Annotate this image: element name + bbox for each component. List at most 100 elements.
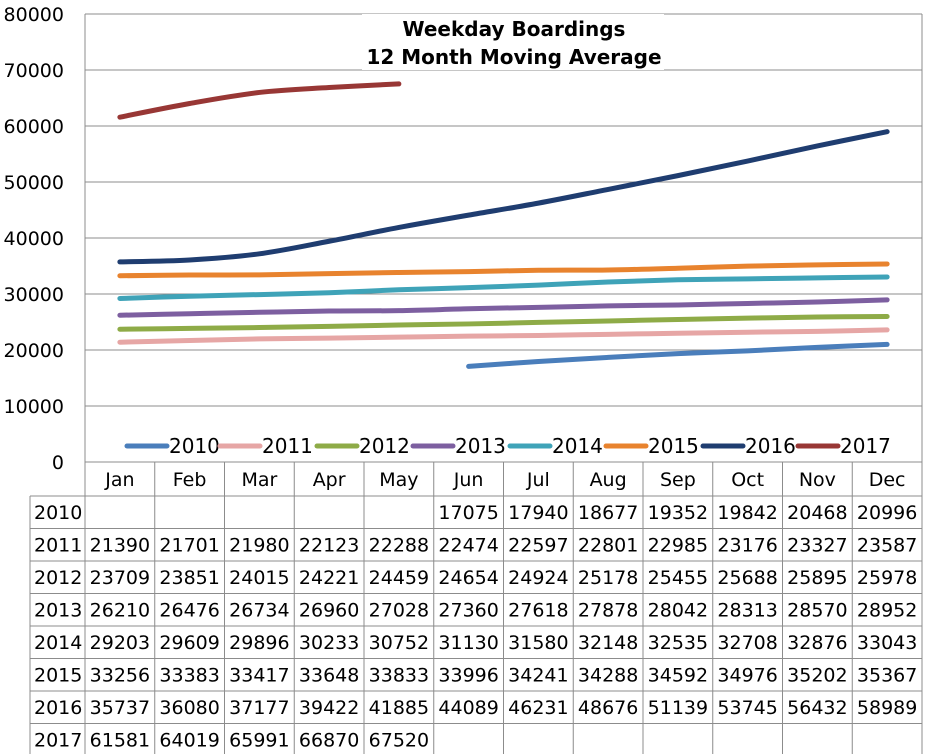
table-cell-value: 64019	[159, 730, 219, 752]
y-tick-label: 70000	[4, 60, 64, 82]
table-cell-value: 61581	[90, 730, 150, 752]
table-cell-value: 27878	[578, 600, 638, 622]
table-cell-value: 27028	[369, 600, 429, 622]
x-tick-label: Apr	[313, 469, 346, 491]
x-tick-label: Mar	[241, 469, 277, 491]
table-cell-value: 35202	[787, 665, 847, 687]
y-tick-label: 30000	[4, 284, 64, 306]
table-cell-value: 29896	[229, 632, 289, 654]
table-row-label: 2014	[34, 632, 82, 654]
table-cell-value: 58989	[857, 697, 917, 719]
title-line-1: Weekday Boardings	[403, 17, 626, 41]
y-tick-label: 60000	[4, 116, 64, 138]
table-cell-value: 44089	[438, 697, 498, 719]
table-cell-value: 33256	[90, 665, 150, 687]
table-cell-value: 30233	[299, 632, 359, 654]
series-line-2013	[117, 297, 890, 318]
table-cell-value: 23327	[787, 535, 847, 557]
table-cell-value: 23851	[159, 567, 219, 589]
legend-label-2014: 2014	[552, 434, 603, 458]
table-cell-value: 51139	[648, 697, 708, 719]
table-cell-value: 22985	[648, 535, 708, 557]
series-lines	[117, 81, 890, 369]
table-cell-value: 33043	[857, 632, 917, 654]
x-tick-label: Nov	[799, 469, 836, 491]
series-line-2016	[117, 129, 890, 265]
series-line-2014	[117, 274, 890, 301]
table-cell-value: 24459	[369, 567, 429, 589]
table-cell-value: 33996	[438, 665, 498, 687]
table-cell-value: 32535	[648, 632, 708, 654]
table-cell-value: 46231	[508, 697, 568, 719]
legend-label-2013: 2013	[455, 434, 506, 458]
table-cell-value: 21980	[229, 535, 289, 557]
table-cell-value: 29609	[159, 632, 219, 654]
table-cell-value: 36080	[159, 697, 219, 719]
table-cell-value: 53745	[717, 697, 777, 719]
table-cell-value: 33383	[159, 665, 219, 687]
table-cell-value: 28952	[857, 600, 917, 622]
table-cell-value: 24924	[508, 567, 568, 589]
title-line-2: 12 Month Moving Average	[366, 45, 661, 69]
legend-label-2012: 2012	[359, 434, 410, 458]
table-cell-value: 30752	[369, 632, 429, 654]
table-row-label: 2015	[34, 665, 82, 687]
x-tick-label: Jul	[526, 469, 550, 491]
y-tick-label: 50000	[4, 172, 64, 194]
chart-title: Weekday Boardings 12 Month Moving Averag…	[362, 14, 664, 70]
table-cell-value: 21390	[90, 535, 150, 557]
table-cell-value: 28313	[717, 600, 777, 622]
table-row-label: 2011	[34, 535, 82, 557]
y-tick-label: 0	[52, 452, 64, 474]
table-cell-value: 25688	[717, 567, 777, 589]
table-cell-value: 26476	[159, 600, 219, 622]
x-tick-label: Aug	[590, 469, 627, 491]
table-cell-value: 26734	[229, 600, 289, 622]
table-cell-value: 39422	[299, 697, 359, 719]
table-cell-value: 17075	[438, 502, 498, 524]
x-tick-label: Jan	[104, 469, 134, 491]
table-cell-value: 32148	[578, 632, 638, 654]
table-cell-value: 32876	[787, 632, 847, 654]
series-line-2010	[466, 341, 890, 369]
table-cell-value: 20468	[787, 502, 847, 524]
series-line-2012	[117, 314, 890, 332]
table-cell-value: 22801	[578, 535, 638, 557]
table-row-label: 2010	[34, 502, 82, 524]
table-row-label: 2017	[34, 730, 82, 752]
data-table: Jan Feb Mar Apr May Jun Jul Aug Sep Oct Nov Dec 2010…	[29, 462, 923, 754]
table-cell-value: 24654	[438, 567, 498, 589]
x-tick-label: Sep	[660, 469, 696, 491]
table-cell-value: 25895	[787, 567, 847, 589]
y-tick-label: 80000	[4, 4, 64, 26]
y-tick-label: 20000	[4, 340, 64, 362]
table-cell-value: 27618	[508, 600, 568, 622]
legend-label-2010: 2010	[169, 434, 220, 458]
table-cell-value: 25978	[857, 567, 917, 589]
series-line-2011	[117, 327, 890, 345]
legend: 2010 2011 2012 2013 2014 2015 2016 2017	[124, 434, 891, 458]
y-tick-label: 40000	[4, 228, 64, 250]
table-cell-value: 24015	[229, 567, 289, 589]
table-row-label: 2016	[34, 697, 82, 719]
table-cell-value: 35737	[90, 697, 150, 719]
table-cell-value: 67520	[369, 730, 429, 752]
legend-label-2016: 2016	[745, 434, 796, 458]
y-tick-label: 10000	[4, 396, 64, 418]
table-cell-value: 23587	[857, 535, 917, 557]
table-cell-value: 28042	[648, 600, 708, 622]
table-cell-value: 31130	[438, 632, 498, 654]
table-row-label: 2013	[34, 600, 82, 622]
table-cell-value: 23176	[717, 535, 777, 557]
table-cell-value: 33833	[369, 665, 429, 687]
table-cell-value: 48676	[578, 697, 638, 719]
y-axis: 0 10000 20000 30000 40000 50000 60000 70000 8000…	[4, 4, 923, 474]
table-row-label: 2012	[34, 567, 82, 589]
table-cell-value: 35367	[857, 665, 917, 687]
table-cell-value: 26210	[90, 600, 150, 622]
x-tick-label: Oct	[731, 469, 764, 491]
table-cell-value: 19352	[648, 502, 708, 524]
legend-label-2017: 2017	[840, 434, 891, 458]
title-background	[362, 14, 664, 70]
x-tick-label: Feb	[173, 469, 207, 491]
